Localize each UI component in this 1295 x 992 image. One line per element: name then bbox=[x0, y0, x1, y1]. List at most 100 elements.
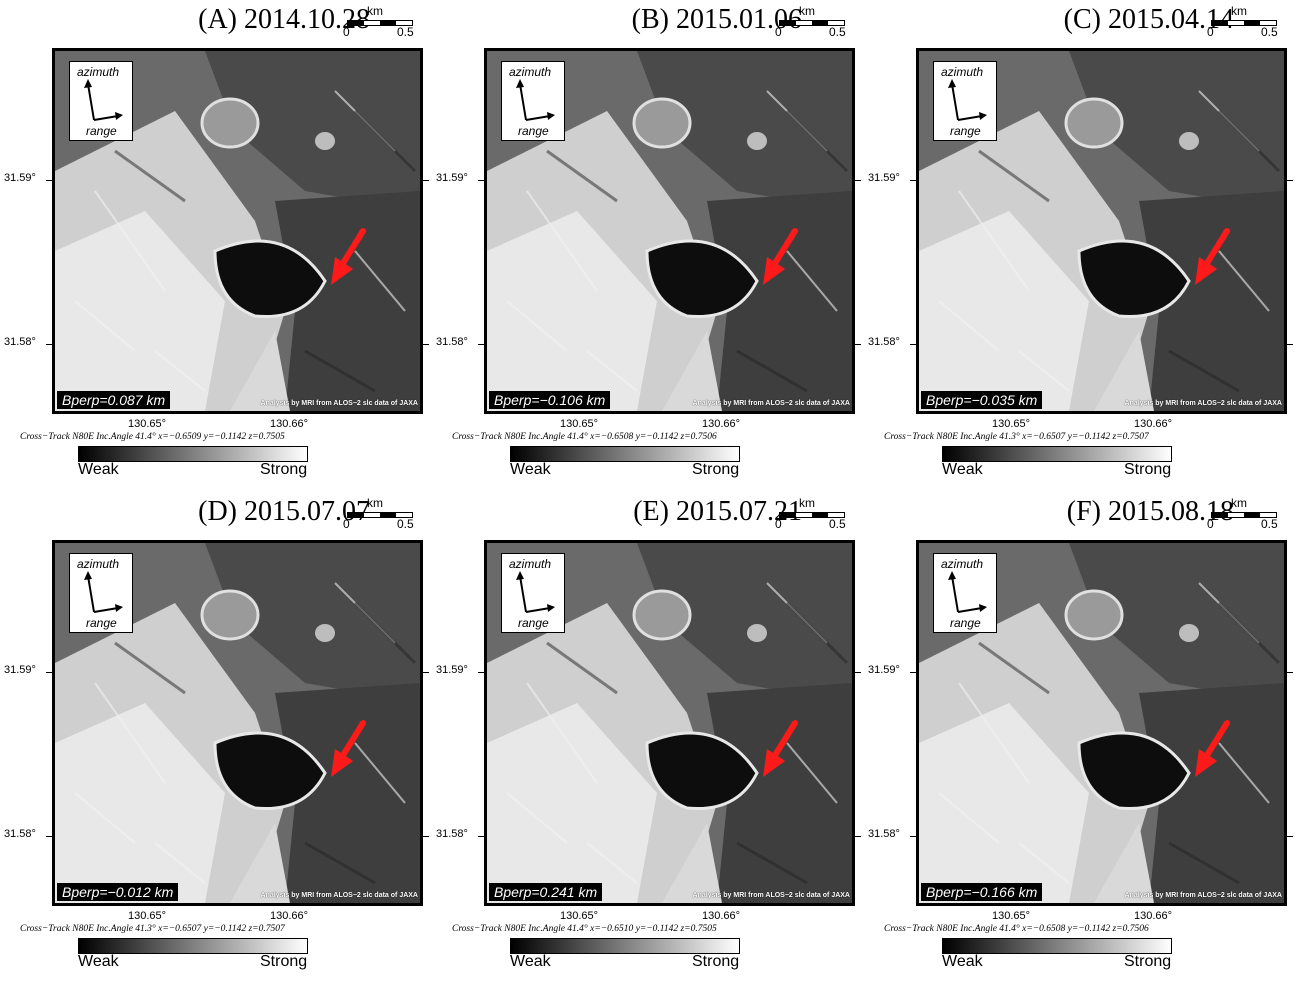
sar-panel-0: (A) 2014.10.28 km 0 0.5 31.59° 31.58° bbox=[0, 0, 430, 490]
lat-label-upper: 31.59° bbox=[436, 664, 468, 676]
orientation-arrows-icon bbox=[84, 571, 123, 613]
lon-label-right: 130.66° bbox=[1134, 418, 1173, 430]
panel-title: (D) 2015.07.07 bbox=[40, 492, 370, 532]
lat-tick bbox=[1287, 344, 1293, 345]
colorbar-weak-label: Weak bbox=[942, 461, 983, 478]
lat-tick bbox=[478, 836, 484, 837]
colorbar-weak-label: Weak bbox=[78, 461, 119, 478]
bperp-label: Bperp=−0.166 km bbox=[921, 883, 1043, 901]
lon-label-right: 130.66° bbox=[270, 910, 309, 922]
lat-tick bbox=[910, 672, 916, 673]
lat-tick bbox=[478, 344, 484, 345]
lat-tick bbox=[1287, 180, 1293, 181]
lon-labels: 130.65° 130.66° bbox=[916, 910, 1287, 924]
credit-text: Analysis by MRI from ALOS−2 slc data of … bbox=[692, 400, 850, 407]
lon-label-left: 130.65° bbox=[560, 418, 599, 430]
orientation-box: azimuth range bbox=[69, 553, 133, 633]
scale-bar: km 0 0.5 bbox=[1207, 496, 1279, 534]
scale-start: 0 bbox=[343, 25, 350, 39]
azimuth-label: azimuth bbox=[77, 65, 120, 79]
scale-bar-graphic bbox=[779, 20, 845, 26]
lat-label-upper: 31.59° bbox=[4, 172, 36, 184]
lat-tick bbox=[855, 344, 861, 345]
scale-end: 0.5 bbox=[397, 25, 414, 39]
cross-track-info: Cross−Track N80E Inc.Angle 41.4° x=−0.65… bbox=[20, 432, 285, 442]
sar-intensity-image: azimuth range Bperp=−0.035 km Analysis b… bbox=[916, 48, 1287, 414]
sar-intensity-image: azimuth range Bperp=0.087 km Analysis by… bbox=[52, 48, 423, 414]
scale-end: 0.5 bbox=[829, 517, 846, 531]
lat-tick bbox=[855, 672, 861, 673]
lat-tick bbox=[910, 836, 916, 837]
lat-tick bbox=[478, 672, 484, 673]
scale-unit: km bbox=[799, 496, 815, 510]
lat-tick bbox=[46, 180, 52, 181]
scale-bar-graphic bbox=[1211, 512, 1277, 518]
terrain-image bbox=[919, 543, 1284, 903]
lon-label-right: 130.66° bbox=[702, 418, 741, 430]
colorbar bbox=[510, 938, 740, 954]
orientation-box: azimuth range bbox=[933, 553, 997, 633]
lat-tick bbox=[46, 672, 52, 673]
lon-labels: 130.65° 130.66° bbox=[484, 910, 855, 924]
lat-tick bbox=[1287, 672, 1293, 673]
lat-label-upper: 31.59° bbox=[436, 172, 468, 184]
red-arrow bbox=[331, 720, 366, 777]
colorbar-strong-label: Strong bbox=[692, 953, 740, 970]
sar-panel-5: (F) 2015.08.18 km 0 0.5 31.59° 31.58° bbox=[864, 492, 1294, 982]
range-label: range bbox=[518, 124, 549, 138]
lat-label-lower: 31.58° bbox=[436, 828, 468, 840]
sar-panel-1: (B) 2015.01.06 km 0 0.5 31.59° 31.58° bbox=[432, 0, 862, 490]
lat-tick bbox=[46, 836, 52, 837]
colorbar bbox=[78, 938, 308, 954]
orientation-box: azimuth range bbox=[933, 61, 997, 141]
lat-label-lower: 31.58° bbox=[4, 336, 36, 348]
sar-panel-3: (D) 2015.07.07 km 0 0.5 31.59° 31.58° bbox=[0, 492, 430, 982]
panel-title: (C) 2015.04.14 bbox=[904, 0, 1234, 40]
lon-label-left: 130.65° bbox=[992, 910, 1031, 922]
cross-track-info: Cross−Track N80E Inc.Angle 41.4° x=−0.65… bbox=[452, 924, 717, 934]
lat-label-lower: 31.58° bbox=[868, 828, 900, 840]
colorbar bbox=[78, 446, 308, 462]
colorbar-strong-label: Strong bbox=[260, 461, 308, 478]
colorbar-weak-label: Weak bbox=[510, 953, 551, 970]
colorbar bbox=[942, 938, 1172, 954]
lat-tick bbox=[46, 344, 52, 345]
scale-start: 0 bbox=[775, 25, 782, 39]
orientation-arrows-icon bbox=[84, 79, 123, 121]
azimuth-label: azimuth bbox=[509, 557, 552, 571]
scale-unit: km bbox=[1231, 496, 1247, 510]
terrain-image bbox=[55, 543, 420, 903]
panel-title-text: (D) 2015.07.07 bbox=[198, 496, 370, 527]
colorbar-strong-label: Strong bbox=[692, 461, 740, 478]
lat-label-upper: 31.59° bbox=[4, 664, 36, 676]
red-arrow bbox=[1195, 720, 1230, 777]
range-label: range bbox=[950, 124, 981, 138]
panel-title-text: (E) 2015.07.21 bbox=[633, 496, 802, 527]
sar-intensity-image: azimuth range Bperp=−0.012 km Analysis b… bbox=[52, 540, 423, 906]
scale-end: 0.5 bbox=[397, 517, 414, 531]
colorbar-strong-label: Strong bbox=[260, 953, 308, 970]
range-label: range bbox=[86, 124, 117, 138]
range-label: range bbox=[950, 616, 981, 630]
colorbar-strong-label: Strong bbox=[1124, 953, 1172, 970]
azimuth-label: azimuth bbox=[941, 557, 984, 571]
cross-track-info: Cross−Track N80E Inc.Angle 41.3° x=−0.65… bbox=[20, 924, 285, 934]
sar-intensity-image: azimuth range Bperp=−0.166 km Analysis b… bbox=[916, 540, 1287, 906]
panel-title-text: (B) 2015.01.06 bbox=[631, 4, 802, 35]
scale-start: 0 bbox=[1207, 25, 1214, 39]
panel-title-text: (F) 2015.08.18 bbox=[1066, 496, 1234, 527]
lon-labels: 130.65° 130.66° bbox=[916, 418, 1287, 432]
azimuth-label: azimuth bbox=[77, 557, 120, 571]
credit-text: Analysis by MRI from ALOS−2 slc data of … bbox=[692, 892, 850, 899]
scale-end: 0.5 bbox=[1261, 25, 1278, 39]
lat-tick bbox=[910, 180, 916, 181]
lon-label-right: 130.66° bbox=[270, 418, 309, 430]
colorbar bbox=[510, 446, 740, 462]
terrain-image bbox=[55, 51, 420, 411]
sar-intensity-image: azimuth range Bperp=0.241 km Analysis by… bbox=[484, 540, 855, 906]
lat-label-lower: 31.58° bbox=[868, 336, 900, 348]
lon-labels: 130.65° 130.66° bbox=[484, 418, 855, 432]
scale-bar: km 0 0.5 bbox=[775, 4, 847, 42]
orientation-box: azimuth range bbox=[501, 553, 565, 633]
scale-start: 0 bbox=[343, 517, 350, 531]
